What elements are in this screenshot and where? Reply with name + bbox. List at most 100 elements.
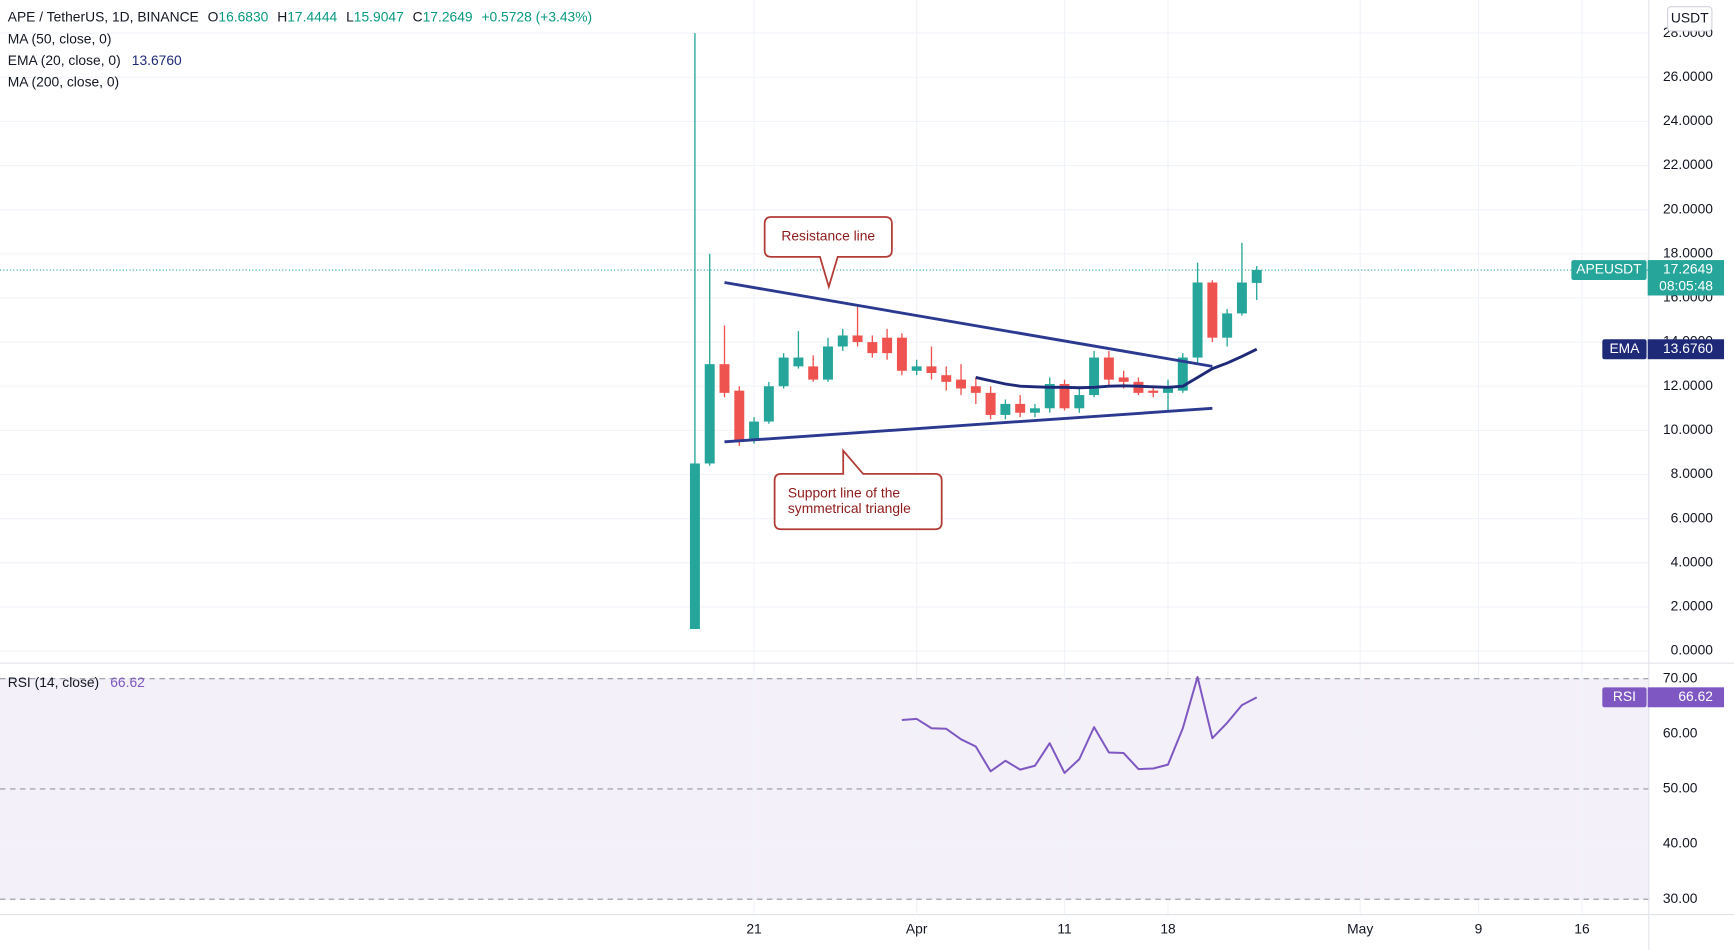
- y-tick-label: 12.0000: [1663, 377, 1713, 393]
- candle-body: [926, 366, 937, 373]
- rsi-tick-label: 50.00: [1663, 780, 1698, 796]
- candle-body: [837, 335, 848, 347]
- x-tick-label: Apr: [906, 921, 928, 937]
- y-tick-label: 18.0000: [1663, 244, 1713, 260]
- y-tick-label: 0.0000: [1671, 642, 1714, 658]
- y-tick-label: 6.0000: [1671, 509, 1714, 525]
- candle-body: [985, 392, 996, 415]
- candle-body: [911, 366, 922, 371]
- callout-box: [763, 216, 893, 290]
- indicator-legend: MA (200, close, 0): [8, 74, 119, 90]
- x-tick-label: 18: [1160, 921, 1176, 937]
- ohlc-value: 16.6830: [218, 8, 268, 24]
- candle-body: [1015, 403, 1026, 413]
- rsi-legend: RSI (14, close) 66.62: [8, 674, 145, 690]
- candle-body: [1103, 357, 1114, 380]
- candle-body: [793, 357, 804, 367]
- candle-body: [867, 342, 878, 354]
- ema-value: 13.6760: [1663, 340, 1713, 356]
- candle-body: [1029, 408, 1040, 413]
- indicator-legend: EMA (20, close, 0) 13.6760: [8, 52, 182, 68]
- ohlc-prefix: O: [208, 8, 219, 24]
- ema-line: [975, 347, 1258, 390]
- y-tick-label: 8.0000: [1671, 465, 1714, 481]
- callout-text: Support line of the: [788, 484, 901, 500]
- callout-text: symmetrical triangle: [788, 500, 911, 516]
- y-tick-label: 2.0000: [1671, 598, 1714, 614]
- candle-body: [1089, 357, 1100, 396]
- candle-body: [896, 337, 907, 371]
- symbol-name-box: [1571, 260, 1647, 281]
- rsi-tick-label: 70.00: [1663, 669, 1698, 685]
- y-tick-label: 20.0000: [1663, 200, 1713, 216]
- candle-body: [719, 364, 730, 393]
- ema-name-box: [1602, 339, 1647, 360]
- rsi-tick-label: 40.00: [1663, 835, 1698, 851]
- candle-body: [763, 386, 774, 422]
- candle-body: [852, 335, 863, 343]
- trend-line: [724, 406, 1213, 444]
- callouts: Resistance line Support line of the symm…: [763, 216, 943, 531]
- candle-body: [704, 364, 715, 464]
- candle-body: [1177, 357, 1188, 391]
- y-tick-label: 10.0000: [1663, 421, 1713, 437]
- candle-body: [882, 337, 893, 354]
- candle-body: [1118, 377, 1129, 382]
- y-tick-label: 4.0000: [1671, 553, 1714, 569]
- candle-body: [1044, 384, 1055, 409]
- candle-body: [1192, 282, 1203, 358]
- ohlc-prefix: L: [346, 8, 354, 24]
- ohlc-prefix: H: [277, 8, 287, 24]
- x-tick-label: 21: [746, 921, 762, 937]
- ohlc-value: 17.4444: [287, 8, 337, 24]
- currency: USDT: [1671, 9, 1709, 25]
- rsi-tick-label: 30.00: [1663, 890, 1698, 906]
- symbol-name: APEUSDT: [1576, 261, 1642, 277]
- rsi-tick-label: 60.00: [1663, 724, 1698, 740]
- rsi-name: RSI: [1613, 688, 1636, 704]
- rsi-line: [901, 675, 1258, 774]
- candle-body: [689, 463, 700, 630]
- x-tick-label: 11: [1057, 921, 1072, 937]
- y-tick-label: 22.0000: [1663, 156, 1713, 172]
- candle-body: [749, 421, 760, 440]
- x-tick-label: 9: [1475, 921, 1483, 937]
- candle-body: [1236, 282, 1247, 314]
- symbol-countdown: 08:05:48: [1659, 277, 1713, 293]
- currency-box[interactable]: [1667, 6, 1713, 32]
- ema-value-box: [1647, 339, 1725, 360]
- x-tick-label: May: [1347, 921, 1373, 937]
- symbol-value-box: [1647, 260, 1725, 296]
- callout-text: Resistance line: [781, 228, 875, 244]
- y-tick-label: 24.0000: [1663, 112, 1713, 128]
- candle-body: [1148, 390, 1159, 393]
- rsi-value: 66.62: [1678, 688, 1713, 704]
- rsi-name-box: [1602, 687, 1647, 708]
- candle-body: [808, 366, 819, 380]
- ohlc-value: 15.9047: [354, 8, 404, 24]
- trend-line: [724, 281, 1213, 368]
- candle-body: [1207, 282, 1218, 338]
- candle-body: [970, 386, 981, 393]
- candle-body: [956, 379, 967, 389]
- candle-body: [1074, 395, 1085, 409]
- x-tick-label: 16: [1574, 921, 1590, 937]
- candle-body: [1222, 313, 1233, 338]
- candle-body: [941, 375, 952, 382]
- candle-body: [823, 346, 833, 380]
- callout-box: [773, 448, 943, 531]
- candle-body: [1000, 403, 1011, 415]
- indicator-value: 13.6760: [132, 52, 182, 68]
- rsi-name: RSI (14, close): [8, 674, 99, 690]
- indicator-legend: MA (50, close, 0): [8, 31, 112, 47]
- symbol-value: 17.2649: [1663, 261, 1713, 277]
- candle-body: [1251, 270, 1262, 283]
- candle-body: [1163, 386, 1173, 393]
- y-tick-label: 26.0000: [1663, 68, 1713, 84]
- ohlc-value: 17.2649: [423, 8, 473, 24]
- rsi-value: 66.62: [110, 674, 145, 690]
